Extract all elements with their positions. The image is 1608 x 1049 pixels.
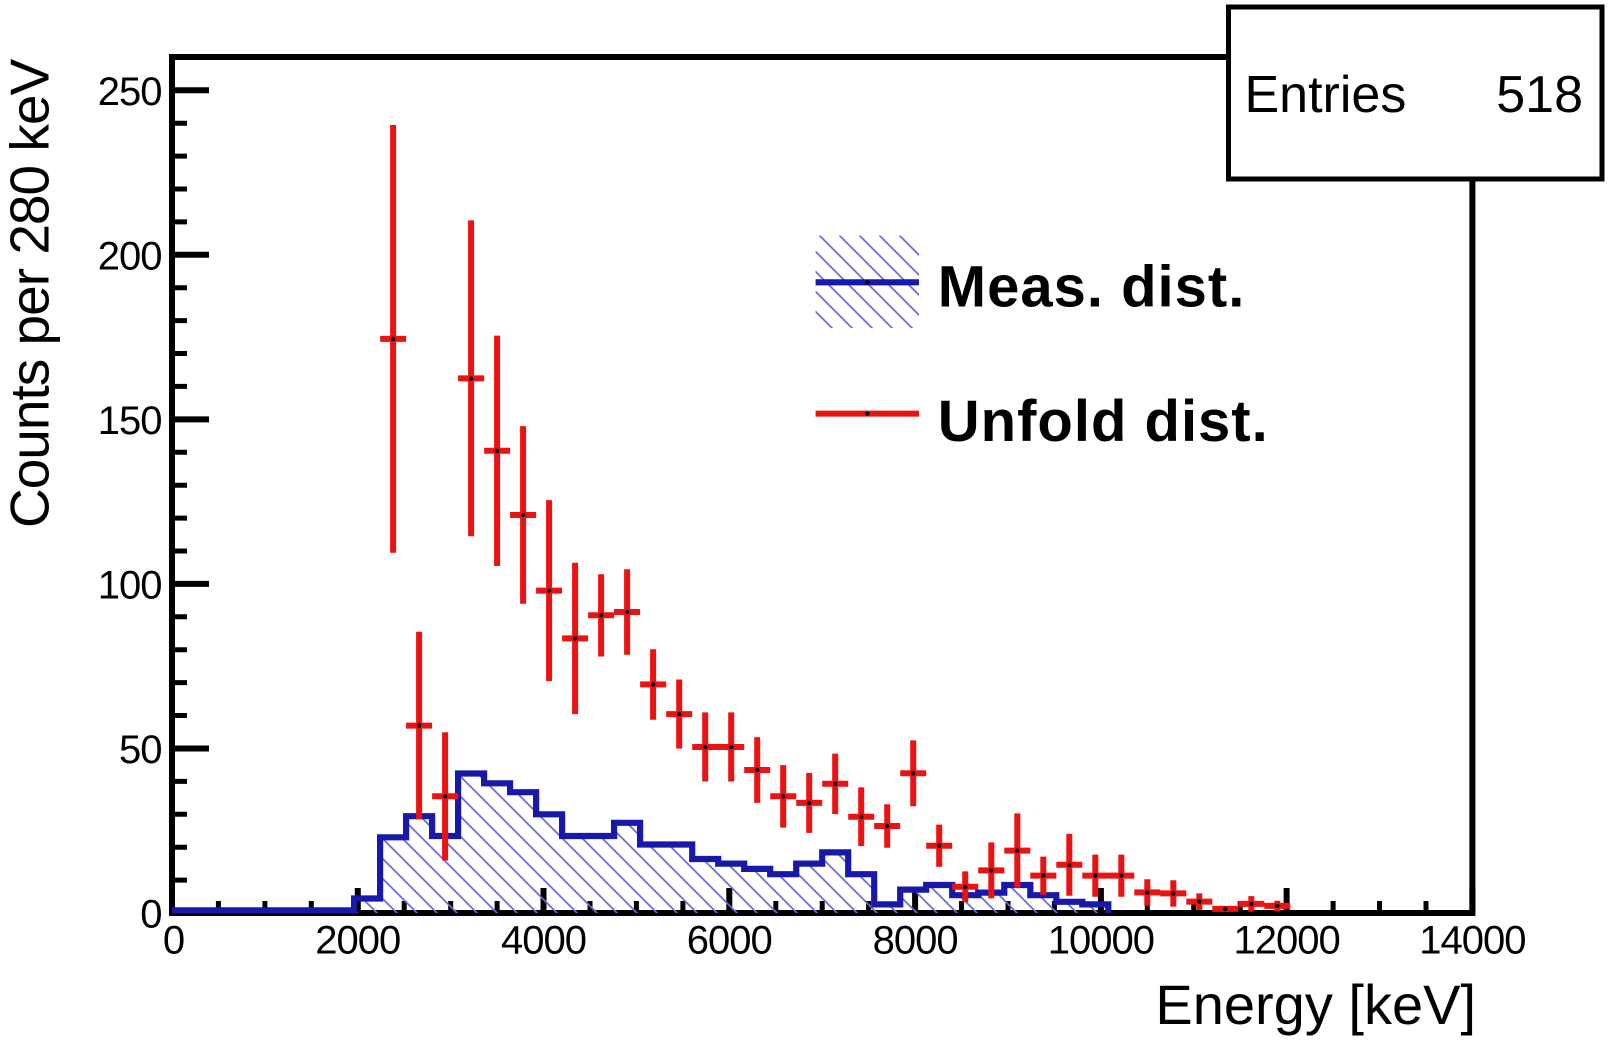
svg-text:4000: 4000 bbox=[501, 919, 586, 963]
svg-text:250: 250 bbox=[98, 70, 162, 114]
svg-text:Entries: Entries bbox=[1245, 66, 1407, 124]
svg-text:50: 50 bbox=[119, 728, 162, 772]
svg-text:150: 150 bbox=[98, 399, 162, 443]
svg-text:12000: 12000 bbox=[1233, 919, 1339, 963]
svg-text:14000: 14000 bbox=[1419, 919, 1525, 963]
svg-text:2000: 2000 bbox=[315, 919, 400, 963]
svg-text:Unfold dist.: Unfold dist. bbox=[938, 389, 1269, 454]
svg-text:100: 100 bbox=[98, 564, 162, 608]
svg-text:200: 200 bbox=[98, 234, 162, 278]
svg-text:0: 0 bbox=[163, 919, 184, 963]
svg-text:Counts per 280 keV: Counts per 280 keV bbox=[0, 59, 61, 528]
svg-text:6000: 6000 bbox=[687, 919, 772, 963]
svg-text:Energy [keV]: Energy [keV] bbox=[1155, 973, 1476, 1036]
svg-text:0: 0 bbox=[140, 893, 161, 937]
svg-text:10000: 10000 bbox=[1048, 919, 1154, 963]
svg-text:518: 518 bbox=[1496, 66, 1583, 124]
svg-text:Meas. dist.: Meas. dist. bbox=[938, 255, 1246, 320]
svg-text:8000: 8000 bbox=[873, 919, 958, 963]
